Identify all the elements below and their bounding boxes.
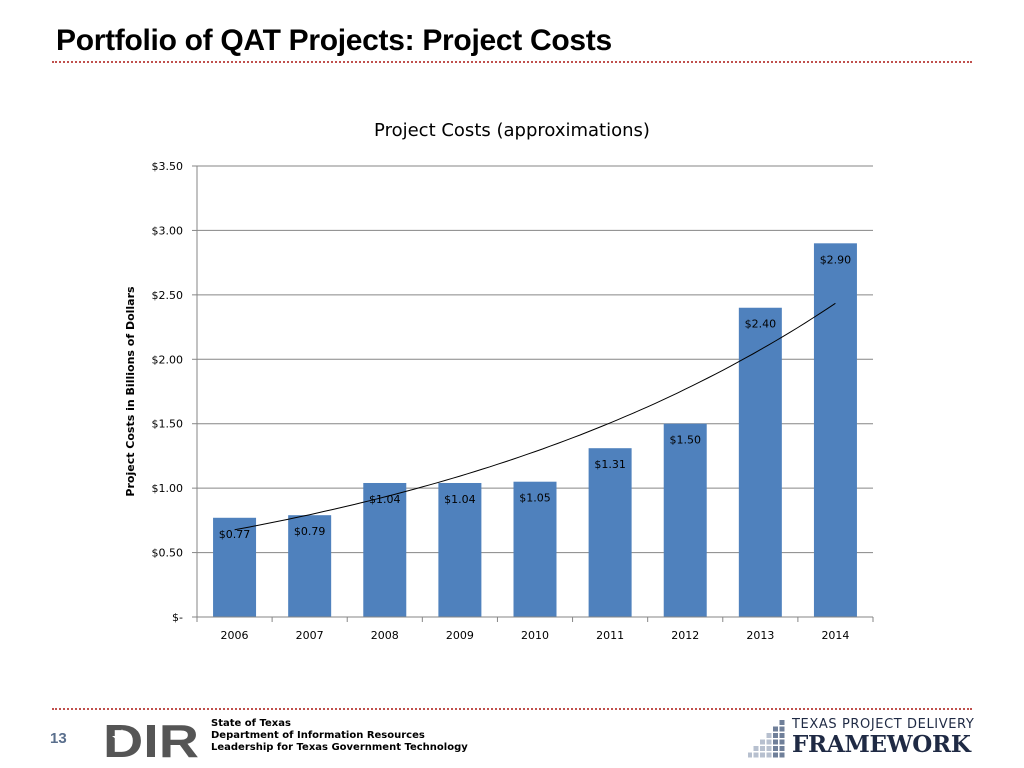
bars	[213, 243, 857, 618]
project-costs-chart: $0.77 $0.79 $1.04 $1.04 $1.05 $1.31 $1.50 $2.40…	[124, 160, 874, 642]
bar-2010	[513, 481, 557, 617]
bar-2013	[738, 307, 782, 617]
framework-grid-cell	[773, 746, 778, 751]
framework-grid-cell	[779, 752, 785, 758]
data-label-2009: $1.04	[444, 493, 476, 506]
framework-grid-cell	[779, 720, 785, 725]
chart-title: Project Costs (approximations)	[374, 120, 650, 141]
framework-grid-cell	[760, 739, 765, 745]
y-tick-label: $2.50	[152, 289, 184, 302]
data-label-2011: $1.31	[594, 458, 626, 471]
bar-2007	[288, 515, 332, 617]
footer-divider	[52, 708, 972, 710]
slide-title: Portfolio of QAT Projects: Project Costs	[56, 24, 612, 57]
data-label-2013: $2.40	[745, 318, 777, 331]
framework-grid-cell	[766, 733, 772, 738]
framework-grid-cell	[753, 746, 759, 751]
y-tick-label: $1.50	[152, 418, 184, 431]
data-label-2012: $1.50	[669, 434, 701, 447]
y-tick-label: $2.00	[152, 353, 184, 366]
framework-grid-cell	[773, 739, 778, 745]
agency-line-department: Department of Information Resources	[211, 730, 425, 741]
framework-grid-cell	[760, 752, 765, 758]
y-tick-label: $0.50	[152, 547, 184, 560]
trendline	[234, 302, 836, 531]
framework-grid-cell	[748, 752, 752, 758]
framework-grid-cell	[753, 752, 759, 758]
axes: $- $0.50 $1.00 $1.50 $2.00 $2.50 $3.00 $3.50 200…	[124, 160, 874, 642]
framework-line1: TEXAS PROJECT DELIVERY	[792, 717, 975, 732]
y-tick-label: $3.00	[152, 224, 184, 237]
x-tick-label: 2011	[596, 629, 624, 642]
x-tick-label: 2007	[296, 629, 324, 642]
exponential-trendline	[234, 302, 836, 531]
bar-2006	[213, 517, 257, 617]
title-divider	[52, 61, 972, 63]
framework-grid-cell	[760, 746, 765, 751]
framework-line2: FRAMEWORK	[792, 731, 971, 758]
framework-grid-icon	[748, 720, 785, 758]
texas-star-icon	[112, 729, 132, 748]
framework-grid-cell	[773, 733, 778, 738]
x-tick-label: 2006	[221, 629, 249, 642]
data-labels: $0.77 $0.79 $1.04 $1.04 $1.05 $1.31 $1.50 $2.40…	[219, 253, 851, 540]
data-label-2006: $0.77	[219, 528, 251, 541]
agency-line-state: State of Texas	[211, 718, 291, 729]
framework-grid-cell	[773, 752, 778, 758]
y-tick-label: $1.00	[152, 482, 184, 495]
data-label-2010: $1.05	[519, 492, 551, 505]
y-tick-label: $-	[172, 611, 183, 624]
x-tick-label: 2010	[521, 629, 549, 642]
data-label-2008: $1.04	[369, 493, 401, 506]
framework-grid-cell	[766, 752, 772, 758]
bar-2008	[363, 482, 407, 617]
data-label-2007: $0.79	[294, 525, 326, 538]
agency-line-tagline: Leadership for Texas Government Technolo…	[211, 742, 468, 753]
bar-2011	[588, 448, 632, 617]
x-tick-label: 2013	[746, 629, 774, 642]
y-tick-label: $3.50	[152, 160, 184, 173]
framework-logo: TEXAS PROJECT DELIVERY FRAMEWORK	[748, 716, 974, 760]
bar-2009	[438, 482, 482, 617]
framework-grid-cell	[779, 739, 785, 745]
x-tick-label: 2009	[446, 629, 474, 642]
framework-grid-cell	[766, 739, 772, 745]
x-tick-label: 2012	[671, 629, 699, 642]
x-tick-label: 2008	[371, 629, 399, 642]
framework-grid-cell	[779, 733, 785, 738]
framework-grid-cell	[773, 726, 778, 732]
framework-grid-cell	[766, 746, 772, 751]
dir-logo: DIR	[103, 718, 199, 760]
page-number: 13	[50, 730, 67, 747]
y-axis-title: Project Costs in Billions of Dollars	[124, 286, 137, 497]
bar-2014	[813, 243, 857, 618]
framework-grid-cell	[779, 726, 785, 732]
framework-grid-cell	[779, 746, 785, 751]
data-label-2014: $2.90	[820, 253, 852, 266]
agency-info: State of Texas Department of Information…	[211, 718, 468, 754]
bar-2012	[663, 423, 707, 617]
x-tick-label: 2014	[821, 629, 849, 642]
